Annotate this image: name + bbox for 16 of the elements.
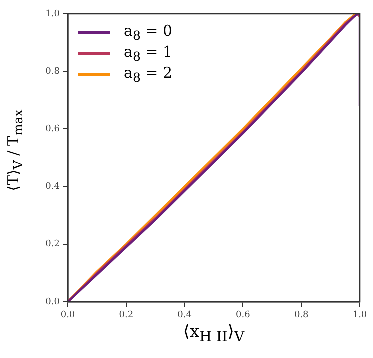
x-axis-title: ⟨x$_{H II}$⟩$_{V}$ (182, 322, 246, 346)
y-tick-label: 0.6 (46, 124, 60, 135)
x-tick-label: 0.2 (119, 310, 134, 321)
y-tick-label: 0.0 (46, 297, 60, 308)
x-tick-label: 1.0 (352, 310, 368, 321)
y-tick-label: 0.8 (46, 66, 60, 77)
x-tick-label: 0.8 (294, 310, 310, 321)
y-tick-label: 1.0 (46, 9, 60, 20)
x-tick-label: 0.4 (178, 310, 192, 321)
y-tick-label: 0.2 (46, 240, 60, 250)
legend-label: a$_{8}$ = 2 (124, 64, 173, 85)
legend-label: a$_{8}$ = 1 (124, 43, 173, 64)
y-tick-label: 0.4 (46, 182, 60, 192)
x-tick-label: 0.0 (60, 310, 76, 321)
legend-label: a$_{8}$ = 0 (124, 22, 173, 43)
x-tick-label: 0.6 (236, 310, 251, 321)
